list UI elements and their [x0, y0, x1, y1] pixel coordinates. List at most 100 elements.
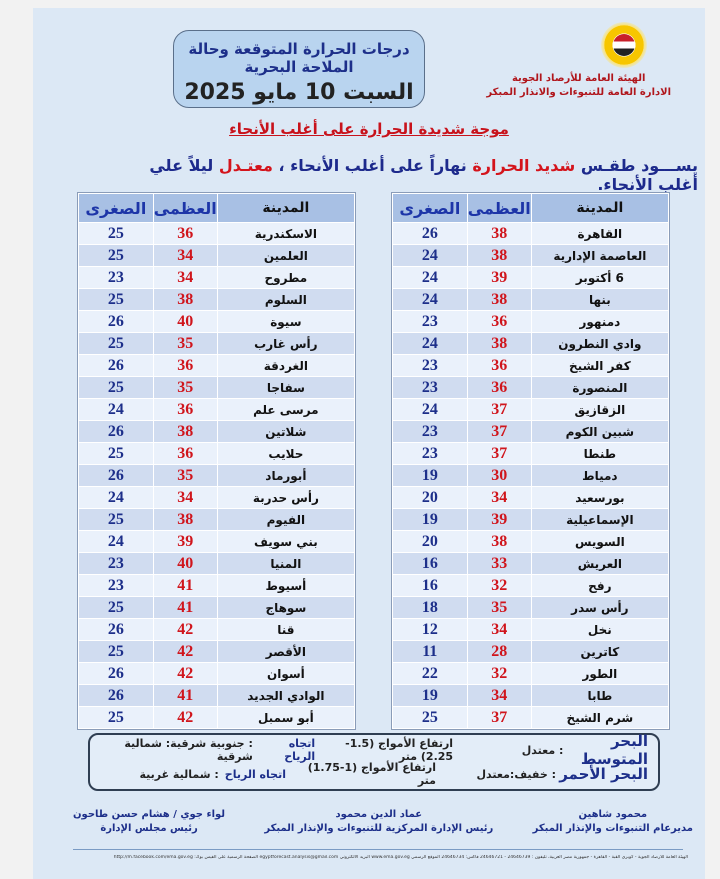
min-temp: 24 [392, 288, 468, 311]
min-temp: 25 [392, 706, 468, 729]
min-temp: 26 [392, 222, 468, 245]
city-name: دمياط [530, 464, 670, 487]
max-temp: 37 [466, 420, 532, 443]
min-temp: 20 [392, 530, 468, 553]
table-row: حلايب 36 25 [78, 442, 356, 465]
table-row: سفاجا 35 25 [78, 376, 356, 399]
min-temp: 12 [392, 618, 468, 641]
max-temp: 41 [152, 596, 218, 619]
max-temp: 38 [466, 332, 532, 355]
table-row: الأقصر 42 25 [78, 640, 356, 663]
table-row: رأس غارب 35 25 [78, 332, 356, 355]
city-name: طابا [530, 684, 670, 707]
max-temp: 42 [152, 618, 218, 641]
min-temp: 26 [78, 310, 154, 333]
table-row: رفح 32 16 [392, 574, 670, 597]
max-temp: 38 [152, 420, 218, 443]
max-temp: 34 [152, 266, 218, 289]
min-temp: 25 [78, 508, 154, 531]
min-temp: 25 [78, 596, 154, 619]
max-temp: 42 [152, 662, 218, 685]
temperature-table-left: المدينة العظمى الصغرى الاسكندرية 36 25 العلمي… [77, 192, 356, 730]
max-temp: 38 [466, 530, 532, 553]
city-name: المنصورة [530, 376, 670, 399]
footer-contact: الهيئة العامة للأرصاد الجوية - كوبري الق… [113, 855, 688, 860]
table-row: شرم الشيخ 37 25 [392, 706, 670, 729]
table-row: شلاتين 38 26 [78, 420, 356, 443]
min-temp: 23 [392, 354, 468, 377]
min-temp: 18 [392, 596, 468, 619]
max-temp: 30 [466, 464, 532, 487]
table-row: سيوة 40 26 [78, 310, 356, 333]
table-row: العاصمة الإدارية 38 24 [392, 244, 670, 267]
table-row: سوهاج 41 25 [78, 596, 356, 619]
max-temp: 35 [152, 332, 218, 355]
sea-row-mediterranean: البحر المتوسط : معتدل ارتفاع الأمواج (1.… [124, 732, 648, 768]
max-temp: 41 [152, 574, 218, 597]
max-temp: 36 [152, 398, 218, 421]
min-temp: 23 [392, 376, 468, 399]
min-temp: 23 [392, 420, 468, 443]
max-temp: 39 [466, 266, 532, 289]
col-max: العظمى [466, 193, 532, 223]
min-temp: 16 [392, 552, 468, 575]
table-row: كفر الشيخ 36 23 [392, 354, 670, 377]
max-temp: 36 [466, 310, 532, 333]
city-name: الإسماعيلية [530, 508, 670, 531]
min-temp: 11 [392, 640, 468, 663]
table-row: دمنهور 36 23 [392, 310, 670, 333]
min-temp: 24 [392, 244, 468, 267]
max-temp: 38 [466, 288, 532, 311]
city-name: السويس [530, 530, 670, 553]
min-temp: 26 [78, 684, 154, 707]
table-row: رأس حدربة 34 24 [78, 486, 356, 509]
min-temp: 26 [78, 618, 154, 641]
min-temp: 25 [78, 332, 154, 355]
table-row: بورسعيد 34 20 [392, 486, 670, 509]
city-name: 6 أكتوبر [530, 266, 670, 289]
city-name: بني سويف [216, 530, 356, 553]
max-temp: 35 [152, 464, 218, 487]
max-temp: 40 [152, 552, 218, 575]
table-row: العريش 33 16 [392, 552, 670, 575]
table-row: القاهرة 38 26 [392, 222, 670, 245]
signature: لواء جوي / هشام حسن طاحون رئيس مجلس الإدا… [73, 809, 226, 834]
city-name: السلوم [216, 288, 356, 311]
table-row: مرسى علم 36 24 [78, 398, 356, 421]
max-temp: 34 [466, 486, 532, 509]
ema-logo [601, 22, 647, 68]
city-name: الفيوم [216, 508, 356, 531]
signature: عماد الدين محمود رئيس الإدارة المركزية لل… [264, 809, 494, 834]
city-name: رأس حدربة [216, 486, 356, 509]
footer-divider [73, 849, 683, 850]
max-temp: 32 [466, 574, 532, 597]
city-name: مرسى علم [216, 398, 356, 421]
city-name: حلايب [216, 442, 356, 465]
organization-name: الهيئة العامة للأرصاد الجوية الادارة الع… [486, 73, 671, 98]
min-temp: 19 [392, 508, 468, 531]
city-name: الاسكندرية [216, 222, 356, 245]
min-temp: 26 [78, 354, 154, 377]
city-name: أبو سمبل [216, 706, 356, 729]
max-temp: 39 [152, 530, 218, 553]
city-name: رأس سدر [530, 596, 670, 619]
table-row: أبورماد 35 26 [78, 464, 356, 487]
min-temp: 19 [392, 684, 468, 707]
table-row: أسيوط 41 23 [78, 574, 356, 597]
city-name: شلاتين [216, 420, 356, 443]
city-name: شبين الكوم [530, 420, 670, 443]
city-name: الغردقة [216, 354, 356, 377]
city-name: كفر الشيخ [530, 354, 670, 377]
table-row: شبين الكوم 37 23 [392, 420, 670, 443]
sea-row-red-sea: البحر الأحمر : خفيف:معتدل ارتفاع الأمواج… [139, 761, 648, 787]
city-name: المنيا [216, 552, 356, 575]
min-temp: 23 [78, 552, 154, 575]
bulletin-date: السبت 10 مايو 2025 [184, 80, 414, 105]
table-row: العلمين 34 25 [78, 244, 356, 267]
min-temp: 24 [78, 530, 154, 553]
city-name: الطور [530, 662, 670, 685]
min-temp: 25 [78, 288, 154, 311]
table-row: قنا 42 26 [78, 618, 356, 641]
signatures: محمود شاهين مديرعام التنبوءات والإنذار ال… [73, 808, 693, 836]
min-temp: 16 [392, 574, 468, 597]
